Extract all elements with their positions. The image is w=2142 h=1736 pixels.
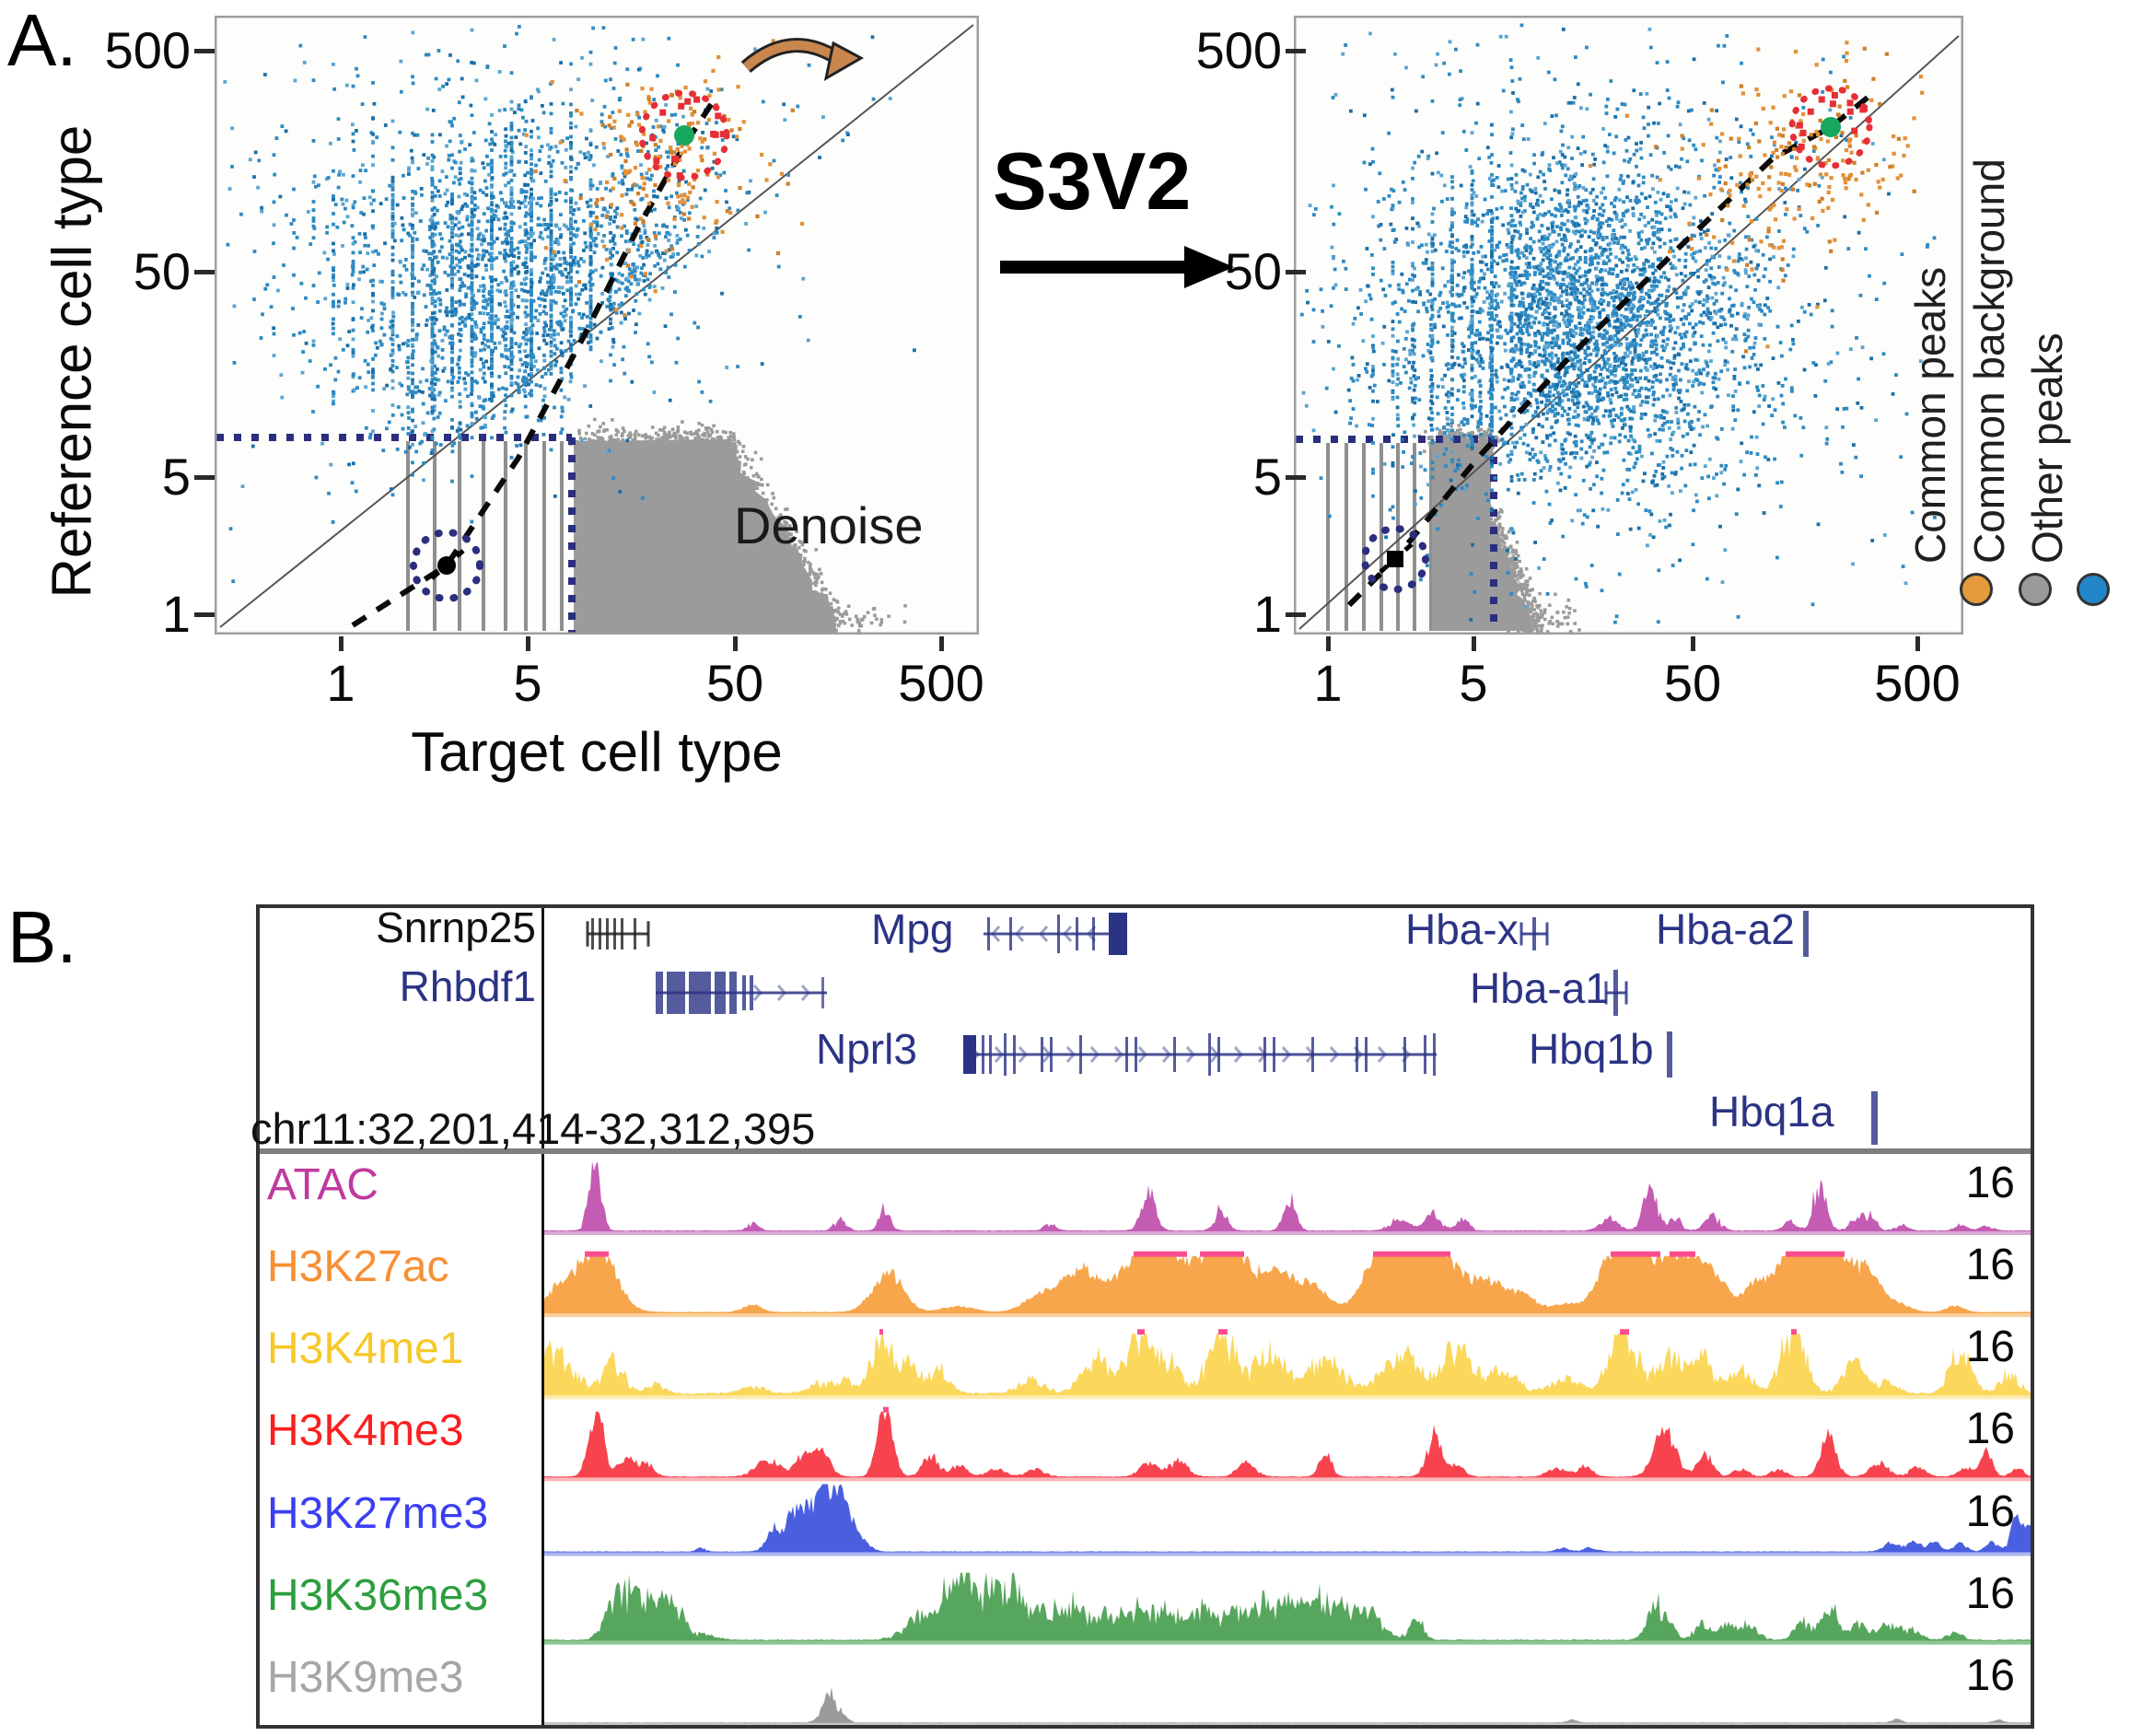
x-tick-mark (1472, 636, 1476, 651)
track-label-h3k4me1: H3K4me1 (267, 1324, 464, 1373)
x-tick-label: 50 (1663, 654, 1722, 712)
y-tick-label: 5 (1252, 448, 1282, 506)
gene-model-hba-a2 (1803, 911, 1809, 957)
gene-model-nprl3 (963, 1033, 1437, 1076)
y-tick-mark (1286, 49, 1306, 53)
x-tick-mark (1691, 636, 1695, 651)
track-scale-value: 16 (1965, 1241, 2015, 1289)
signal-track-h3k36me3 (544, 1572, 2032, 1645)
signal-track-h3k27ac (544, 1251, 2032, 1318)
signal-track-h3k4me1 (544, 1329, 2032, 1400)
gene-model-hbq1b (1667, 1031, 1672, 1078)
x-tick-mark (733, 636, 738, 651)
y-tick-label: 500 (104, 21, 191, 79)
scatter-plot-left (215, 16, 979, 635)
s3v2-label: S3V2 (993, 135, 1192, 227)
gene-label-hba-x: Hba-x (1405, 905, 1519, 953)
gene-model-rhbdf1 (656, 972, 827, 1014)
other-peaks-legend-dot (2077, 573, 2110, 606)
gene-model-hba-x (1519, 917, 1549, 950)
gene-model-mpg (984, 913, 1127, 955)
panel-b-label: B. (7, 896, 77, 978)
y-tick-label: 50 (133, 242, 191, 300)
track-scale-value: 16 (1965, 1322, 2015, 1371)
x-tick-label: 5 (513, 654, 542, 712)
gene-label-rhbdf1: Rhbdf1 (399, 962, 536, 1010)
track-label-h3k27me3: H3K27me3 (267, 1489, 489, 1538)
x-tick-mark (339, 636, 343, 651)
common-background-legend-dot (2019, 573, 2052, 606)
track-scale-value: 16 (1965, 1569, 2015, 1618)
signal-track-h3k27me3 (544, 1484, 2032, 1556)
gene-label-hbq1b: Hbq1b (1529, 1025, 1654, 1073)
track-label-atac: ATAC (267, 1160, 378, 1209)
y-tick-mark (194, 49, 215, 53)
track-label-h3k9me3: H3K9me3 (267, 1653, 464, 1702)
y-tick-label: 1 (161, 585, 191, 643)
y-tick-mark (1286, 612, 1306, 617)
y-tick-mark (1286, 475, 1306, 480)
common-peaks-legend-dot (1960, 573, 1993, 606)
y-tick-label: 50 (1224, 242, 1282, 300)
panel-a-label: A. (7, 0, 77, 81)
track-label-h3k36me3: H3K36me3 (267, 1571, 489, 1620)
genome-coordinate: chr11:32,201,414-32,312,395 (250, 1104, 816, 1153)
track-label-h3k27ac: H3K27ac (267, 1242, 449, 1291)
gene-model-snrnp25 (586, 918, 650, 950)
signal-track-h3k9me3 (544, 1687, 2032, 1727)
y-tick-mark (194, 475, 215, 480)
x-tick-mark (526, 636, 530, 651)
legend-label: Other peaks (2023, 332, 2071, 564)
genome-browser (256, 904, 2034, 1729)
gene-model-hba-a1 (1604, 970, 1628, 1016)
gene-label-hba-a2: Hba-a2 (1656, 905, 1795, 953)
s3v2-arrow-icon (1000, 246, 1234, 288)
x-tick-label: 500 (898, 654, 984, 712)
track-scale-value: 16 (1965, 1404, 2015, 1453)
x-tick-mark (1915, 636, 1920, 651)
track-scale-value: 16 (1965, 1159, 2015, 1207)
x-tick-label: 50 (705, 654, 764, 712)
x-axis-title: Target cell type (411, 721, 783, 783)
gene-label-nprl3: Nprl3 (816, 1025, 917, 1073)
denoise-arrow-icon (623, 522, 649, 566)
x-tick-label: 500 (1874, 654, 1961, 712)
track-scale-value: 16 (1965, 1651, 2015, 1700)
y-tick-mark (194, 270, 215, 274)
x-tick-label: 1 (1313, 654, 1343, 712)
y-tick-label: 5 (161, 448, 191, 506)
legend-label: Common background (1965, 158, 2013, 564)
signal-track-atac (544, 1161, 2032, 1235)
gene-label-snrnp25: Snrnp25 (376, 903, 536, 951)
x-tick-label: 5 (1459, 654, 1488, 712)
x-tick-label: 1 (326, 654, 355, 712)
gene-label-mpg: Mpg (871, 905, 954, 953)
x-tick-mark (939, 636, 944, 651)
gene-label-hba-a1: Hba-a1 (1470, 964, 1609, 1012)
y-tick-mark (194, 612, 215, 617)
legend-label: Common peaks (1906, 266, 1954, 564)
scatter-plot-right (1294, 16, 1963, 635)
y-tick-label: 500 (1195, 21, 1282, 79)
x-tick-mark (1326, 636, 1331, 651)
gene-model-hbq1a (1871, 1091, 1878, 1145)
y-tick-mark (1286, 270, 1306, 274)
track-label-h3k4me3: H3K4me3 (267, 1406, 464, 1455)
denoise-label: Denoise (734, 496, 924, 554)
signal-track-h3k4me3 (544, 1406, 2032, 1482)
track-scale-value: 16 (1965, 1487, 2015, 1536)
gene-label-hbq1a: Hbq1a (1709, 1088, 1834, 1136)
y-tick-label: 1 (1252, 585, 1282, 643)
